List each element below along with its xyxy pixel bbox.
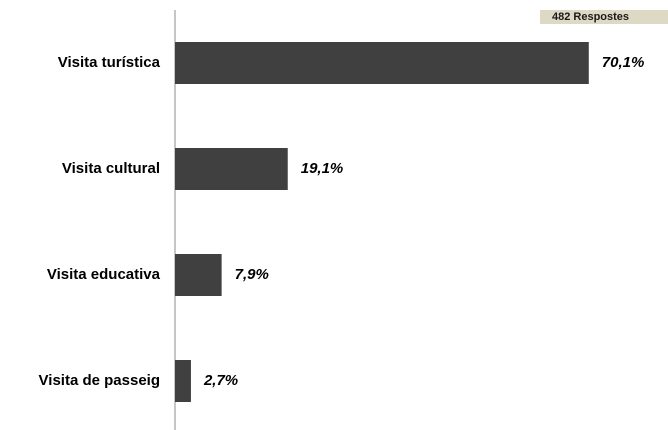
value-label-visita-educativa: 7,9% (235, 266, 269, 283)
responses-count-badge: 482 Respostes (540, 10, 668, 24)
chart-marks: Visita turística 70,1% Visita cultural 19,1… (39, 42, 645, 402)
category-label-visita-educativa: Visita educativa (47, 266, 161, 283)
category-label-visita-cultural: Visita cultural (62, 160, 160, 177)
bar-visita-cultural (175, 148, 288, 190)
bar-visita-educativa (175, 254, 222, 296)
value-label-visita-cultural: 19,1% (301, 160, 344, 177)
value-label-visita-turistica: 70,1% (602, 54, 645, 71)
bar-visita-turistica (175, 42, 589, 84)
value-label-visita-de-passeig: 2,7% (203, 372, 238, 389)
category-label-visita-turistica: Visita turística (58, 54, 161, 71)
category-label-visita-de-passeig: Visita de passeig (39, 372, 160, 389)
bar-visita-de-passeig (175, 360, 191, 402)
